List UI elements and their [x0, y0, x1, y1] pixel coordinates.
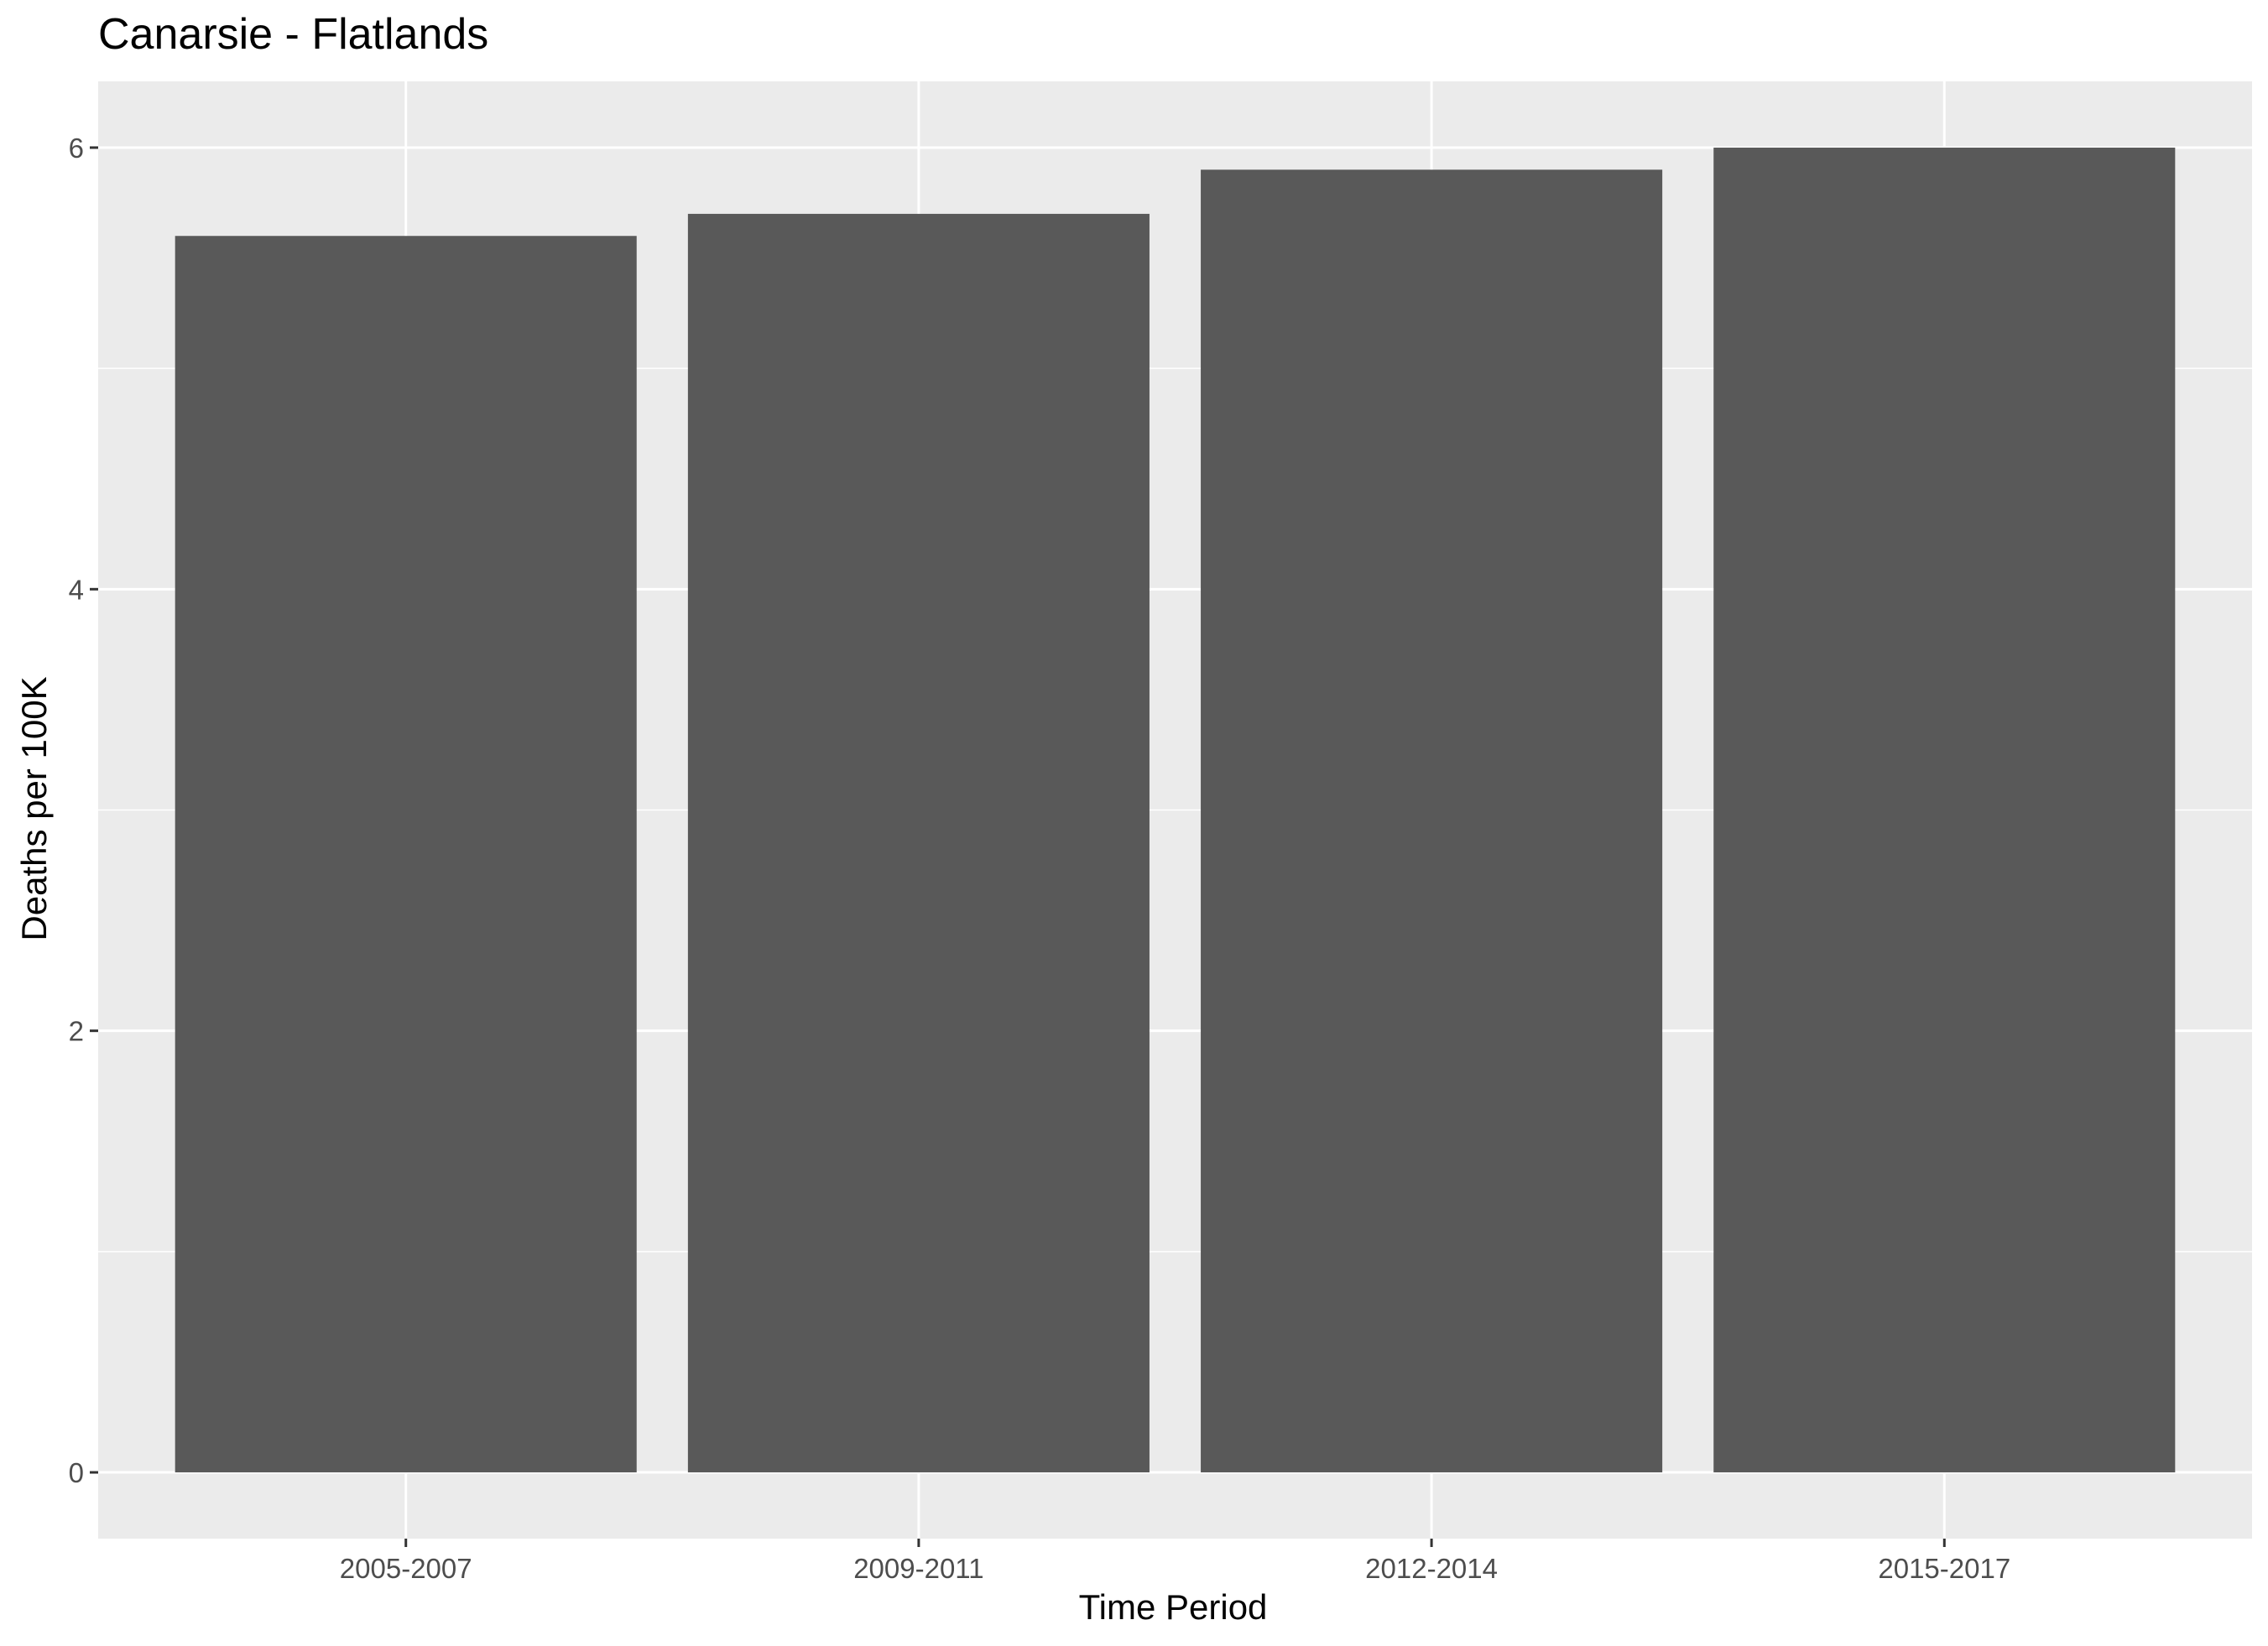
bars — [175, 147, 2176, 1473]
y-tick-label: 4 — [69, 574, 84, 605]
x-axis: 2005-2007 2009-2011 2012-2014 2015-2017 — [340, 1539, 2010, 1584]
x-tick-label: 2012-2014 — [1365, 1553, 1498, 1584]
bar-2015-2017 — [1713, 147, 2176, 1473]
y-tick-label: 2 — [69, 1016, 84, 1047]
x-tick-label: 2005-2007 — [340, 1553, 472, 1584]
y-axis: 0 2 4 6 — [69, 133, 98, 1488]
y-tick-label: 0 — [69, 1457, 84, 1488]
y-tick-label: 6 — [69, 133, 84, 164]
y-axis-title: Deaths per 100K — [14, 676, 54, 940]
bar-2009-2011 — [687, 213, 1150, 1473]
bar-2012-2014 — [1201, 169, 1663, 1473]
x-axis-title: Time Period — [1079, 1587, 1268, 1627]
x-tick-label: 2009-2011 — [853, 1553, 983, 1584]
chart-title: Canarsie - Flatlands — [98, 10, 488, 59]
bar-2005-2007 — [175, 236, 637, 1473]
x-tick-label: 2015-2017 — [1878, 1553, 2010, 1584]
